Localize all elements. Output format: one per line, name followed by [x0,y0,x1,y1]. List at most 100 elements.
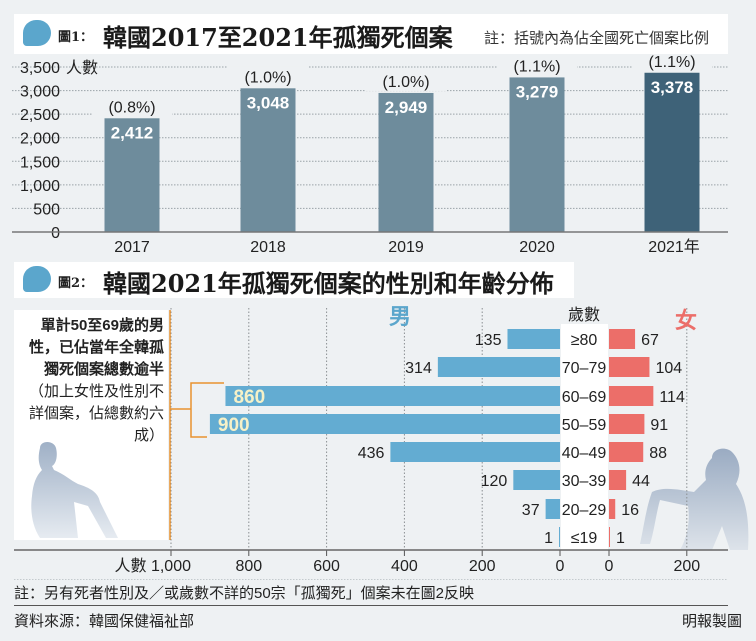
footer-divider [14,605,728,606]
x-tick-label: 2019 [388,239,424,255]
y-axis-label: 人數 [66,59,98,77]
male-bar [390,442,560,462]
male-bar [225,386,560,406]
age-label: 60–69 [562,389,607,406]
figure2-title: 韓國2021年孤獨死個案的性別和年齡分佈 [103,269,554,298]
female-series-label: 女 [675,308,697,333]
male-value-label: 120 [481,473,508,490]
figure1-chart: 0 500 1,000 1,500 2,000 2,500 3,000 3,500 人數 2,41… [12,55,728,255]
male-x-tick-label: 0 [556,558,565,575]
bar [509,77,565,232]
y-tick-label: 3,500 [20,60,60,77]
age-label: 70–79 [562,360,607,377]
seated-man-silhouette [31,442,118,538]
female-bar [609,470,627,490]
age-label: 50–59 [562,417,607,434]
male-value-label: 1 [544,530,553,547]
male-x-tick-label: 人數 1,000 [115,557,192,575]
y-tick-label: 3,000 [20,84,60,101]
female-value-label: 88 [649,445,667,462]
female-value-label: 104 [655,360,682,377]
data-source: 資料來源：韓國保健福祉部 [14,613,195,630]
share-label-bg [366,70,446,91]
female-value-label: 114 [659,389,685,406]
female-bar [609,442,644,462]
bar-value-label: 3,279 [516,82,559,101]
age-label: ≤19 [571,530,598,547]
male-bar [507,329,560,349]
y-tick-label: 2,500 [20,107,60,124]
callout-bold-text: 單計50至69歲的男性，已佔當年全韓孤獨死個案總數逾半 [28,317,164,378]
age-label: 30–39 [562,473,607,490]
y-tick-label: 1,000 [20,178,60,195]
female-bar [609,499,616,519]
male-bar [209,414,560,434]
share-label-bg [497,55,577,76]
male-value-label: 135 [475,332,502,349]
male-bar [545,499,560,519]
bar-value-label: 3,048 [247,93,290,112]
male-series-label: 男 [389,304,411,329]
female-value-label: 44 [632,473,650,490]
y-tick-label: 2,000 [20,131,60,148]
female-x-tick-label: 0 [605,558,614,575]
female-value-label: 67 [641,332,659,349]
female-bar [609,527,610,547]
female-x-tick-label: 200 [673,558,700,575]
male-x-tick-label: 200 [469,558,496,575]
callout-box: 單計50至69歲的男性，已佔當年全韓孤獨死個案總數逾半（加上女性及性別不詳個案，… [14,310,168,540]
bar-value-label: 3,378 [651,78,694,97]
figure1-title: 韓國2017至2021年孤獨死個案 [103,23,453,52]
male-value-label: 900 [218,415,250,436]
footer-note: 註：另有死者性別及／或歲數不詳的50宗「孤獨死」個案未在圖2反映 [14,585,475,602]
figure2-label: 圖2： [58,276,94,291]
age-column-bg [561,324,608,550]
woman-shape [640,448,749,550]
speech-bubble-icon [23,266,51,292]
age-label: 20–29 [562,502,607,519]
male-value-label: 37 [522,502,540,519]
y-tick-label: 1,500 [20,154,60,171]
figure2-title-bar [14,262,574,298]
figure1-title-bar [14,14,728,54]
female-value-label: 91 [650,417,668,434]
y-tick-label: 0 [51,225,60,242]
share-label-bg [92,96,172,117]
bar [104,118,160,232]
male-value-label: 436 [358,445,385,462]
x-tick-label: 2018 [250,239,286,255]
female-bar [609,329,636,349]
bar [378,92,434,233]
callout-normal-text: （加上女性及性別不詳個案，佔總數約六成） [28,383,164,444]
x-tick-label: 2017 [114,239,150,255]
bar-share-label: (1.1%) [513,58,560,75]
bar-value-label: 2,949 [385,98,428,117]
male-x-tick-label: 400 [391,558,418,575]
bracket-shape [190,382,224,438]
share-label-bg [632,55,712,71]
credit: 明報製圖 [681,613,742,630]
male-x-tick-label: 600 [313,558,340,575]
x-tick-label: 2021年 [648,238,700,255]
bar-share-label: (1.0%) [244,69,291,86]
age-label: ≥80 [571,332,598,349]
y-tick-label: 500 [33,201,60,218]
female-value-label: 16 [621,502,639,519]
bar-share-label: (1.1%) [648,55,695,71]
male-bar [513,470,560,490]
figure2-chart: 人數 1,000 800 600 400 200 0 0 200 男 歲數 女 135 67 ≥80 314… [14,304,749,580]
seated-woman-silhouette [640,448,749,550]
bar-share-label: (0.8%) [108,99,155,116]
male-x-tick-label: 800 [235,558,262,575]
x-tick-label: 2020 [519,239,555,255]
male-value-label: 860 [233,387,265,408]
speech-bubble-icon [23,20,51,46]
bar [644,72,700,232]
share-label-bg [228,66,308,87]
male-bar [559,527,560,547]
female-value-label: 1 [616,530,625,547]
age-label: 40–49 [562,445,607,462]
female-bar [609,386,654,406]
figure1-note: 註：括號內為佔全國死亡個案比例 [484,30,710,47]
female-bar [609,357,650,377]
